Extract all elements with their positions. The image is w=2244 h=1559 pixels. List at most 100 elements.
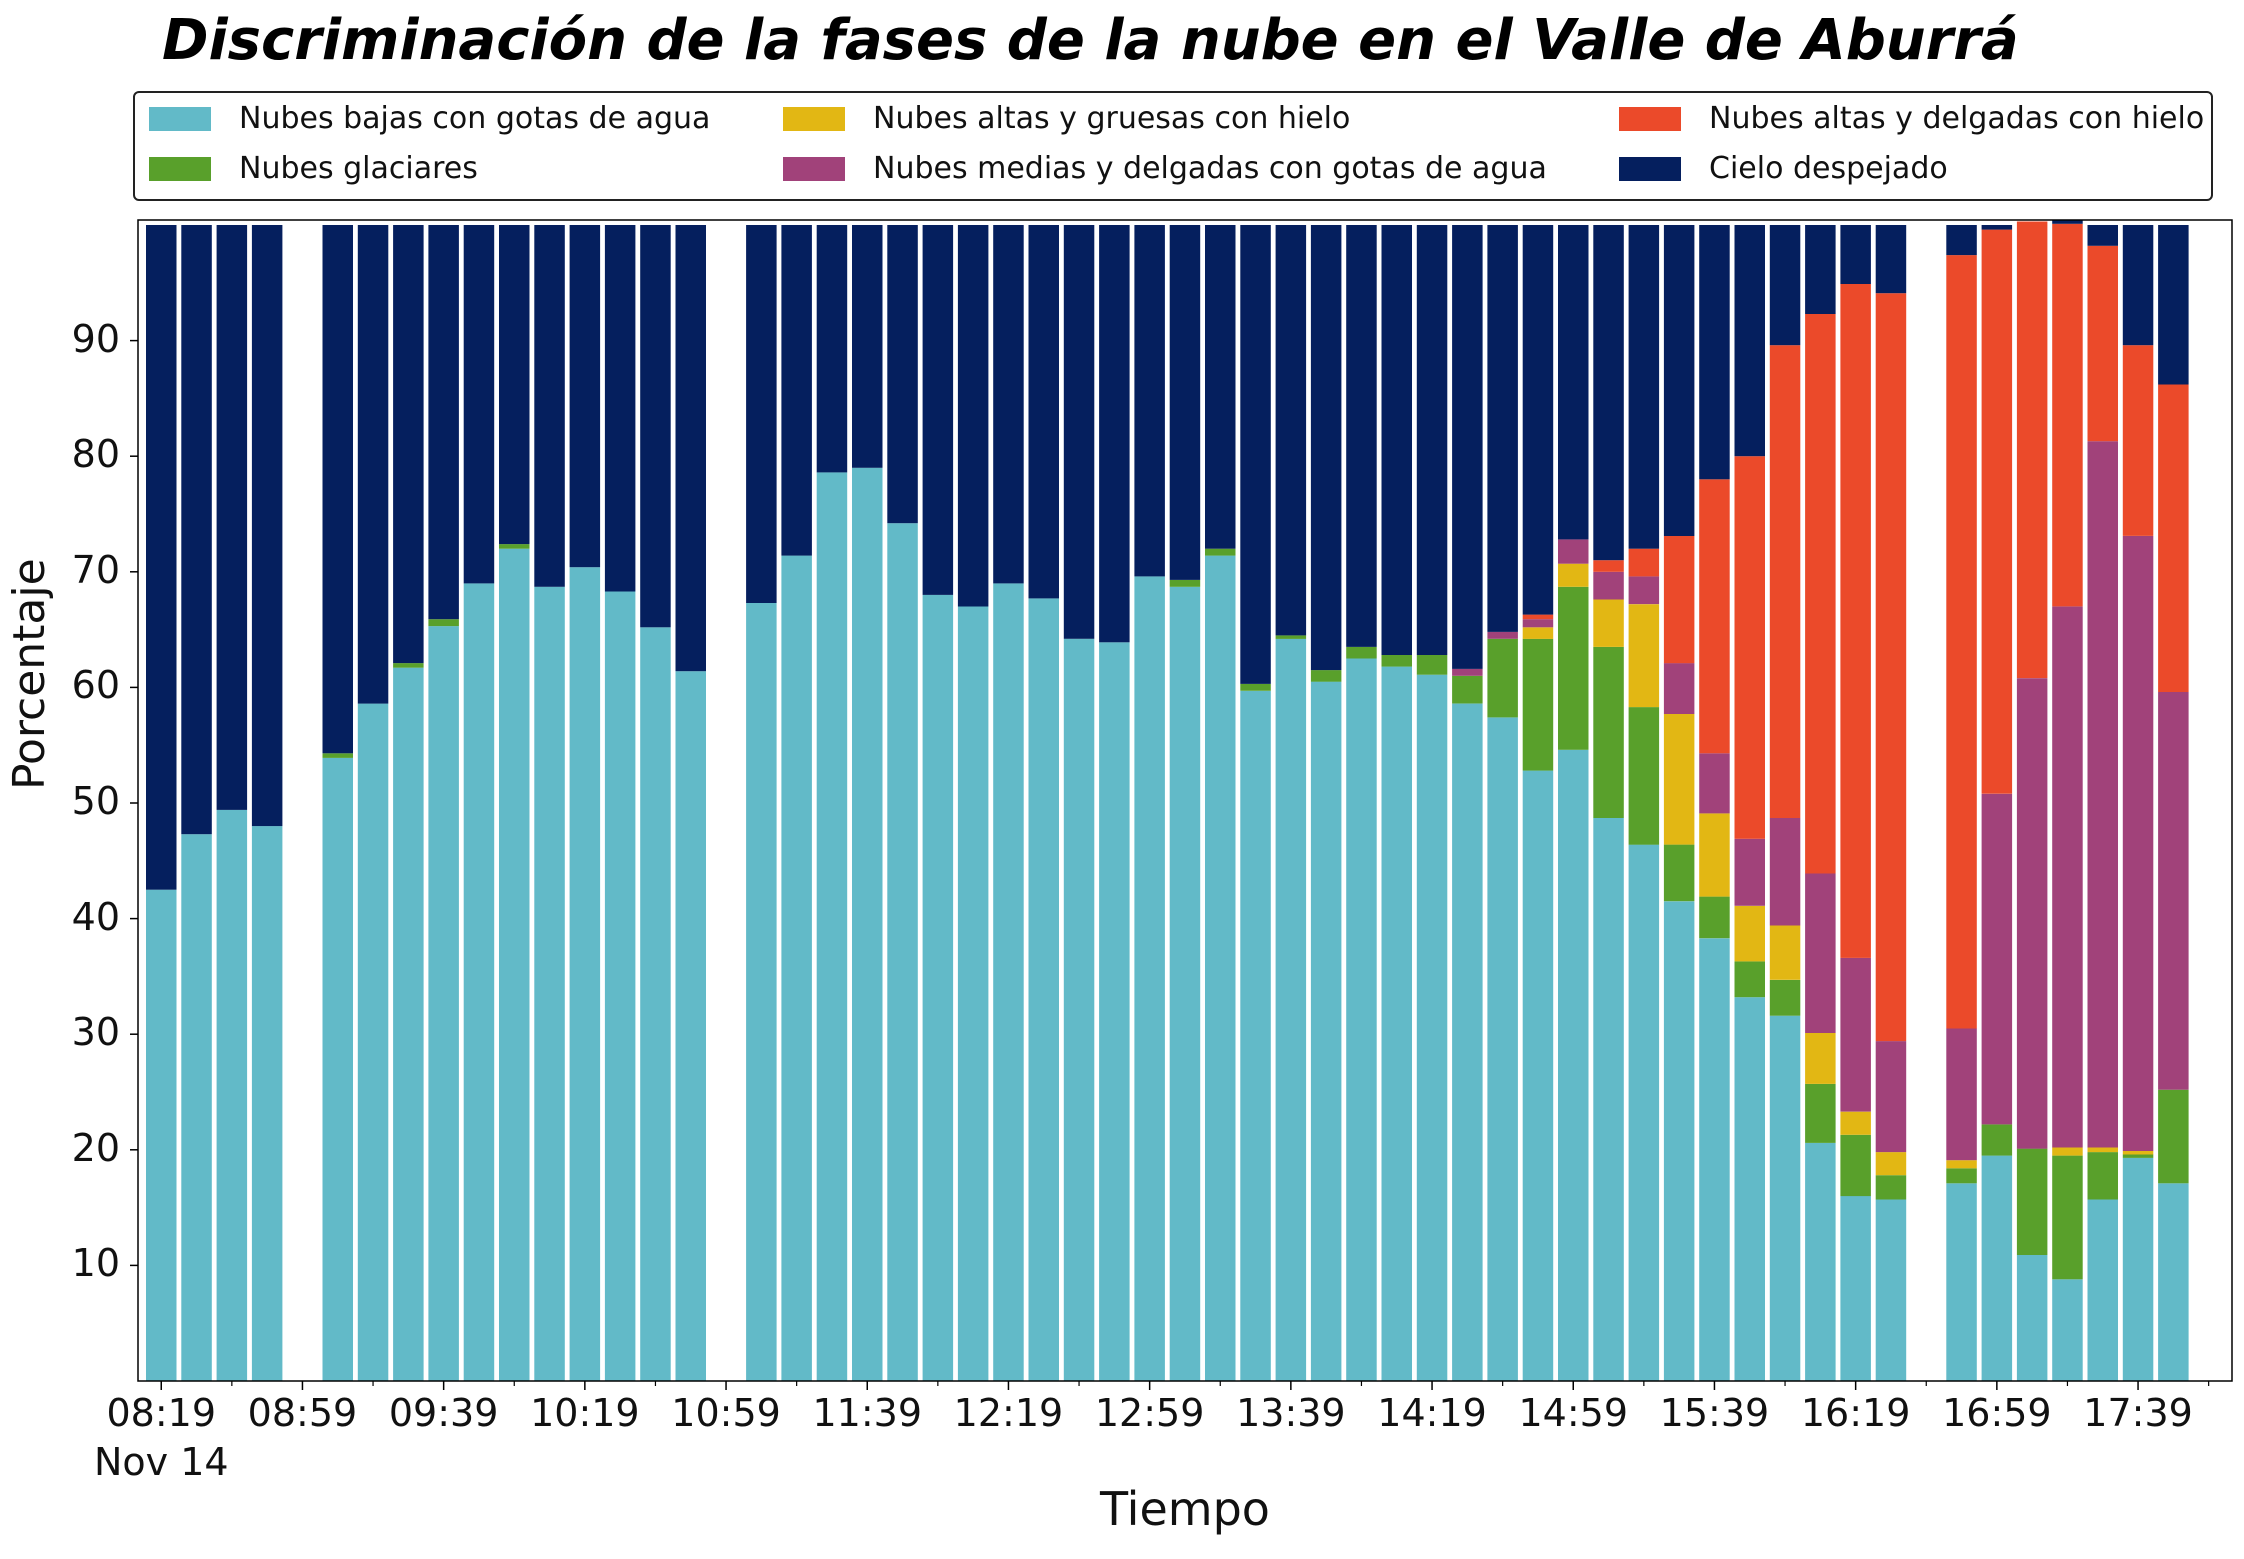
bar-segment-44-5	[1769, 225, 1801, 346]
bar-segment-51-3	[2052, 606, 2083, 1148]
bar-segment-22-0	[993, 583, 1024, 1381]
bar-segment-30-1	[1275, 635, 1307, 639]
bar-segment-23-0	[1028, 598, 1059, 1381]
bar-segment-41-0	[1663, 901, 1695, 1381]
legend-label-nubes-bajas: Nubes bajas con gotas de agua	[239, 101, 711, 136]
legend-label-nubes-glaciares: Nubes glaciares	[239, 151, 478, 186]
bar-segment-31-0	[1310, 681, 1342, 1381]
legend-item-nubes-bajas: Nubes bajas con gotas de agua	[149, 101, 710, 136]
legend-swatch-altas-gruesas	[783, 106, 845, 131]
bar-segment-30-0	[1275, 638, 1307, 1381]
bar-segment-44-2	[1769, 925, 1801, 980]
bar-segment-16-0	[781, 555, 812, 1381]
bar-segment-11-0	[569, 567, 601, 1381]
bar-segment-43-1	[1734, 961, 1765, 998]
bar-segment-30-5	[1275, 225, 1307, 636]
bar-segment-41-1	[1663, 844, 1695, 902]
bar-segment-37-2	[1522, 627, 1554, 639]
legend-item-medias-delgadas: Nubes medias y delgadas con gotas de agu…	[783, 151, 1547, 186]
bar-segment-21-5	[957, 225, 989, 607]
bar-segment-18-5	[852, 225, 883, 468]
bar-segment-13-0	[640, 627, 671, 1381]
bar-segment-27-5	[1169, 225, 1201, 580]
bar-segment-25-0	[1099, 642, 1130, 1381]
bar-segment-29-0	[1240, 690, 1271, 1381]
x-tick-label: 12:19	[953, 1391, 1064, 1435]
bar-segment-31-1	[1310, 670, 1342, 682]
bar-segment-54-4	[2158, 384, 2189, 692]
bar-segment-49-0	[1981, 1155, 2013, 1381]
bar-segment-49-1	[1981, 1124, 2013, 1156]
bar-segment-33-1	[1381, 655, 1412, 667]
bar-segment-43-0	[1734, 997, 1765, 1381]
legend-swatch-cielo-despejado	[1619, 156, 1681, 181]
bar-segment-50-0	[2016, 1255, 2048, 1381]
bar-segment-39-4	[1593, 560, 1624, 572]
bar-segment-39-2	[1593, 599, 1624, 647]
bar-segment-52-2	[2087, 1147, 2118, 1153]
bar-segment-17-5	[816, 225, 848, 473]
bar-segment-24-0	[1063, 638, 1095, 1381]
bar-segment-26-5	[1134, 225, 1165, 577]
bar-segment-35-1	[1452, 675, 1483, 704]
bar-segment-42-1	[1699, 896, 1730, 939]
bar-segment-50-1	[2016, 1148, 2048, 1255]
bar-segment-43-3	[1734, 838, 1765, 906]
bar-segment-4-5	[322, 225, 353, 754]
bar-segment-52-4	[2087, 245, 2118, 442]
bar-segment-38-0	[1558, 749, 1589, 1381]
bar-segment-46-0	[1840, 1196, 1871, 1381]
bar-segment-45-0	[1805, 1142, 1836, 1381]
bar-segment-29-5	[1240, 225, 1271, 684]
bar-segment-46-1	[1840, 1134, 1871, 1197]
x-axis-label: Tiempo	[1100, 1482, 1270, 1536]
bar-segment-45-5	[1805, 225, 1836, 314]
bar-segment-10-0	[534, 586, 565, 1381]
bar-segment-48-3	[1946, 1028, 1977, 1161]
y-tick-label: 10	[71, 1241, 120, 1286]
bar-segment-41-3	[1663, 663, 1695, 714]
bar-segment-10-5	[534, 225, 565, 587]
bar-segment-18-0	[852, 467, 883, 1381]
bar-segment-39-1	[1593, 646, 1624, 818]
bar-segment-46-2	[1840, 1111, 1871, 1135]
bar-segment-21-0	[957, 606, 989, 1381]
x-tick-label: 11:39	[812, 1391, 923, 1435]
bar-segment-38-1	[1558, 586, 1589, 750]
bar-segment-42-4	[1699, 479, 1730, 754]
date-label: Nov 14	[94, 1440, 229, 1484]
bar-segment-3-5	[251, 225, 283, 827]
x-tick-label: 17:39	[2083, 1391, 2193, 1435]
bar-segment-6-5	[393, 225, 424, 664]
bar-segment-38-2	[1558, 563, 1589, 587]
bar-segment-39-0	[1593, 818, 1624, 1381]
bar-segment-37-1	[1522, 638, 1554, 771]
bar-segment-43-2	[1734, 905, 1765, 962]
bar-segment-50-3	[2016, 678, 2048, 1149]
legend-label-cielo-despejado: Cielo despejado	[1709, 151, 1948, 186]
bar-segment-0-0	[146, 889, 177, 1381]
bar-segment-40-5	[1628, 225, 1660, 549]
bar-segment-54-3	[2158, 692, 2189, 1090]
bar-segment-45-3	[1805, 873, 1836, 1033]
bar-segment-12-0	[604, 591, 636, 1381]
legend-label-medias-delgadas: Nubes medias y delgadas con gotas de agu…	[873, 151, 1547, 186]
bar-segment-2-5	[216, 225, 248, 810]
bar-segment-43-5	[1734, 225, 1765, 457]
bar-segment-37-4	[1522, 614, 1554, 620]
legend-item-altas-delgadas: Nubes altas y delgadas con hielo	[1619, 101, 2204, 136]
y-tick-label: 80	[71, 432, 120, 477]
bar-segment-39-5	[1593, 225, 1624, 561]
y-tick-label: 60	[71, 663, 120, 708]
y-tick-label: 50	[71, 779, 120, 823]
bar-segment-45-4	[1805, 314, 1836, 874]
legend-label-altas-delgadas: Nubes altas y delgadas con hielo	[1709, 101, 2205, 136]
bar-segment-45-2	[1805, 1033, 1836, 1084]
bar-segment-4-1	[322, 753, 353, 758]
bar-segment-40-4	[1628, 548, 1660, 577]
bar-segment-12-5	[604, 225, 636, 592]
bar-segment-36-0	[1487, 717, 1518, 1381]
bar-segment-28-1	[1205, 548, 1236, 556]
bar-segment-31-5	[1310, 225, 1342, 671]
